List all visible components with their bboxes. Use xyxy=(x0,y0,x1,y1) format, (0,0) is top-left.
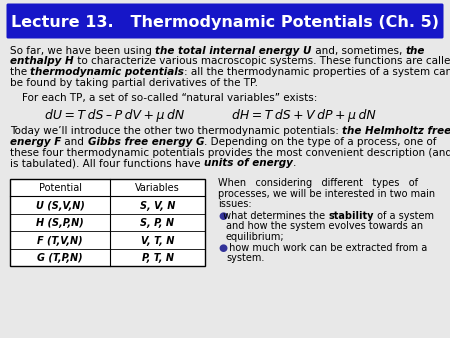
Text: energy F: energy F xyxy=(10,137,61,147)
Text: dU = T dS – P dV + μ dN: dU = T dS – P dV + μ dN xyxy=(45,108,184,121)
Text: P, T, N: P, T, N xyxy=(141,253,174,263)
Text: stability: stability xyxy=(328,211,374,221)
Text: H (S,P,N): H (S,P,N) xyxy=(36,218,84,228)
Text: Today we’ll introduce the other two thermodynamic potentials:: Today we’ll introduce the other two ther… xyxy=(10,126,342,137)
Text: units of energy: units of energy xyxy=(204,158,292,168)
Text: So far, we have been using: So far, we have been using xyxy=(10,46,155,56)
Text: enthalpy H: enthalpy H xyxy=(10,56,74,67)
Text: U (S,V,N): U (S,V,N) xyxy=(36,201,85,211)
Text: issues:: issues: xyxy=(218,199,252,209)
Text: the: the xyxy=(405,46,424,56)
Text: Lecture 13.   Thermodynamic Potentials (Ch. 5): Lecture 13. Thermodynamic Potentials (Ch… xyxy=(11,15,439,29)
Text: equilibrium;: equilibrium; xyxy=(226,232,284,241)
Text: to characterize various macroscopic systems. These functions are called: to characterize various macroscopic syst… xyxy=(74,56,450,67)
Text: .: . xyxy=(292,158,296,168)
Text: F (T,V,N): F (T,V,N) xyxy=(37,236,83,246)
Text: be found by taking partial derivatives of the TP.: be found by taking partial derivatives o… xyxy=(10,77,258,88)
Text: what determines the: what determines the xyxy=(220,211,328,221)
Text: When   considering   different   types   of: When considering different types of xyxy=(218,178,418,189)
Text: processes, we will be interested in two main: processes, we will be interested in two … xyxy=(218,189,435,199)
Text: these four thermodynamic potentials provides the most convenient description (an: these four thermodynamic potentials prov… xyxy=(10,147,450,158)
Text: S, P, N: S, P, N xyxy=(140,218,175,228)
Text: is tabulated). All four functions have: is tabulated). All four functions have xyxy=(10,158,204,168)
Text: G (T,P,N): G (T,P,N) xyxy=(37,253,83,263)
Text: and: and xyxy=(61,137,87,147)
Text: V, T, N: V, T, N xyxy=(141,236,174,246)
Text: how much work can be extracted from a: how much work can be extracted from a xyxy=(226,243,427,253)
Text: thermodynamic potentials: thermodynamic potentials xyxy=(31,67,184,77)
Text: : all the thermodynamic properties of a system can: : all the thermodynamic properties of a … xyxy=(184,67,450,77)
FancyBboxPatch shape xyxy=(6,3,444,39)
Text: ●: ● xyxy=(218,243,227,253)
Text: For each TP, a set of so-called “natural variables” exists:: For each TP, a set of so-called “natural… xyxy=(22,93,317,103)
Text: the Helmholtz free: the Helmholtz free xyxy=(342,126,450,137)
Text: dH = T dS + V dP + μ dN: dH = T dS + V dP + μ dN xyxy=(232,108,376,121)
Bar xyxy=(10,178,205,266)
Text: Variables: Variables xyxy=(135,183,180,193)
Text: Gibbs free energy G: Gibbs free energy G xyxy=(87,137,204,147)
Text: Potential: Potential xyxy=(39,183,81,193)
Text: system.: system. xyxy=(226,253,265,263)
Text: the: the xyxy=(10,67,31,77)
Text: . Depending on the type of a process, one of: . Depending on the type of a process, on… xyxy=(204,137,436,147)
Text: S, V, N: S, V, N xyxy=(140,201,175,211)
Text: and how the system evolves towards an: and how the system evolves towards an xyxy=(226,221,423,231)
Text: ●: ● xyxy=(218,211,227,221)
Text: and, sometimes,: and, sometimes, xyxy=(311,46,405,56)
Text: of a system: of a system xyxy=(374,211,434,221)
Text: the total internal energy U: the total internal energy U xyxy=(155,46,311,56)
